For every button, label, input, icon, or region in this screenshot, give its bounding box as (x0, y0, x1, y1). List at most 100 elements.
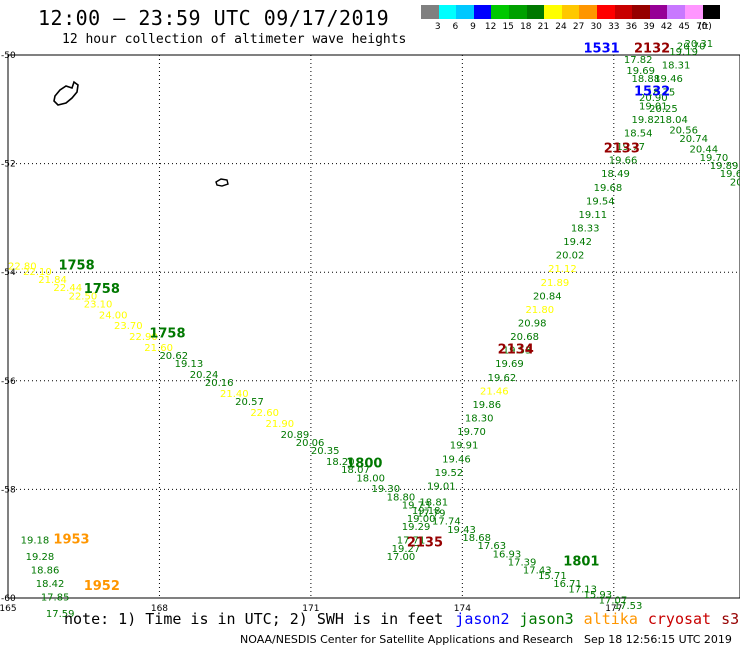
satellite-s3a: s3a (721, 610, 740, 628)
pass-time-label: 1758 (149, 326, 185, 341)
wave-height-value: 19.27 (392, 544, 421, 555)
color-swatch (544, 5, 562, 19)
wave-height-value: 19.13 (175, 359, 204, 370)
wave-height-value: 19.42 (563, 237, 592, 248)
wave-height-value: 21.89 (541, 278, 570, 289)
color-swatch-label: 33 (608, 22, 620, 32)
color-swatch (473, 5, 492, 19)
wave-height-value: 19.70 (457, 427, 486, 438)
wave-height-value: 21.60 (144, 343, 173, 354)
wave-height-value: 20.57 (235, 397, 264, 408)
wave-height-value: 18.68 (462, 533, 491, 544)
lon-tick-label: 165 (0, 604, 17, 614)
lat-tick-label: -60 (1, 594, 16, 604)
wave-height-value: 19.11 (578, 210, 607, 221)
wave-height-value: 22.10 (23, 267, 52, 278)
wave-height-value: 20.31 (684, 39, 713, 50)
color-swatch-label: 18 (520, 22, 532, 32)
units-note: note: 1) Time is in UTC; 2) SWH is in fe… (64, 610, 444, 628)
wave-height-value: 17.71 (397, 536, 426, 547)
wave-height-value: 22.44 (53, 283, 82, 294)
wave-height-value: 18.42 (36, 579, 65, 590)
color-swatch (509, 5, 527, 19)
pass-time-label: 1952 (84, 579, 120, 594)
wave-height-value: 17.59 (46, 609, 75, 620)
wave-height-value: 20.06 (296, 438, 325, 449)
wave-height-value: 17.53 (614, 601, 643, 612)
wave-height-value: 21.40 (220, 389, 249, 400)
pass-time-label: 2134 (498, 343, 534, 358)
wave-height-value: 20.62 (159, 351, 188, 362)
color-swatch-label: 12 (484, 22, 497, 32)
pass-time-label: 1758 (84, 282, 120, 297)
wave-height-value: 19.73 (402, 500, 431, 511)
auckland-islands-shape (53, 80, 79, 106)
credit-line: NOAA/NESDIS Center for Satellite Applica… (240, 633, 574, 646)
color-swatch-label: 6 (452, 22, 459, 32)
wave-height-value: 20.02 (556, 251, 585, 262)
wave-height-value: 17.74 (432, 517, 461, 528)
color-swatch (667, 5, 685, 19)
wave-height-values: 22.8022.1021.8422.4422.5023.1024.0023.70… (8, 39, 740, 620)
wave-height-value: 20.16 (205, 378, 234, 389)
map-title: 12:00 – 23:59 UTC 09/17/2019 (38, 6, 390, 30)
pass-time-label: 1800 (346, 457, 382, 472)
pass-time-label: 1801 (563, 554, 599, 569)
color-swatch-label: 24 (555, 22, 567, 32)
wave-height-value: 22.50 (69, 291, 98, 302)
lat-tick-label: -52 (1, 160, 16, 170)
color-swatch (597, 5, 615, 19)
wave-height-value: 19.52 (435, 468, 464, 479)
wave-height-value: 19.69 (626, 66, 655, 77)
wave-height-value: 19.29 (402, 522, 431, 533)
satellite-jason3: jason3 (519, 610, 574, 628)
color-swatch-label: 9 (470, 22, 476, 32)
wave-height-value: 18.00 (356, 473, 385, 484)
wave-height-value: 17.07 (599, 595, 628, 606)
color-swatch (438, 5, 457, 19)
wave-height-value: 19.19 (669, 47, 698, 58)
wave-height-value: 20.35 (311, 446, 340, 457)
map-grid (7, 54, 740, 599)
map-frame (7, 54, 740, 599)
wave-height-value: 18.20 (326, 457, 355, 468)
wave-height-value: 19.91 (450, 441, 479, 452)
pass-time-label: 2135 (407, 535, 443, 550)
color-swatch-label: 36 (625, 22, 638, 32)
wave-height-value: 15.71 (538, 571, 567, 582)
wave-height-value: 18.81 (419, 498, 448, 509)
wave-height-value: 20.44 (690, 145, 719, 156)
color-swatch (702, 5, 721, 19)
wave-height-value: 20.89 (281, 430, 310, 441)
wave-height-value: 19.77 (616, 142, 645, 153)
wave-height-value: 15.93 (584, 590, 613, 601)
wave-height-value: 17.39 (508, 557, 537, 568)
axis-ticks: 165 168 171 174 177 -50 -52 -54 -56 -58 -60 (0, 51, 622, 614)
color-swatch (614, 5, 633, 19)
wave-height-value: 20.84 (533, 291, 562, 302)
wave-height-value: 18.49 (601, 169, 630, 180)
wave-height-value: 22.90 (129, 332, 158, 343)
wave-height-value: 21.12 (548, 264, 577, 275)
color-swatch (421, 5, 439, 19)
color-swatch-label: 27 (572, 22, 585, 32)
wave-height-value: 19.18 (21, 536, 50, 547)
wave-height-value: 19.54 (586, 196, 615, 207)
pass-time-label: 1758 (58, 258, 94, 273)
wave-height-value: 17.13 (568, 585, 597, 596)
footer-note: note: 1) Time is in UTC; 2) SWH is in fe… (64, 610, 740, 628)
color-swatch-label: 21 (537, 22, 550, 32)
wave-height-value: 23.10 (84, 299, 113, 310)
wave-height-value: 19.01 (427, 481, 456, 492)
color-swatch-label: 42 (660, 22, 673, 32)
wave-height-value: 17.00 (387, 552, 416, 563)
campbell-island-shape (215, 178, 229, 187)
color-swatch (632, 5, 650, 19)
wave-height-value: 20.56 (669, 126, 698, 137)
wave-height-value: 19.28 (26, 552, 55, 563)
wave-height-value: 16.93 (493, 549, 522, 560)
wave-height-value: 21.90 (265, 419, 294, 430)
lon-tick-label: 171 (302, 604, 319, 614)
lat-tick-label: -58 (1, 485, 16, 495)
wave-height-value: 18.80 (387, 492, 416, 503)
